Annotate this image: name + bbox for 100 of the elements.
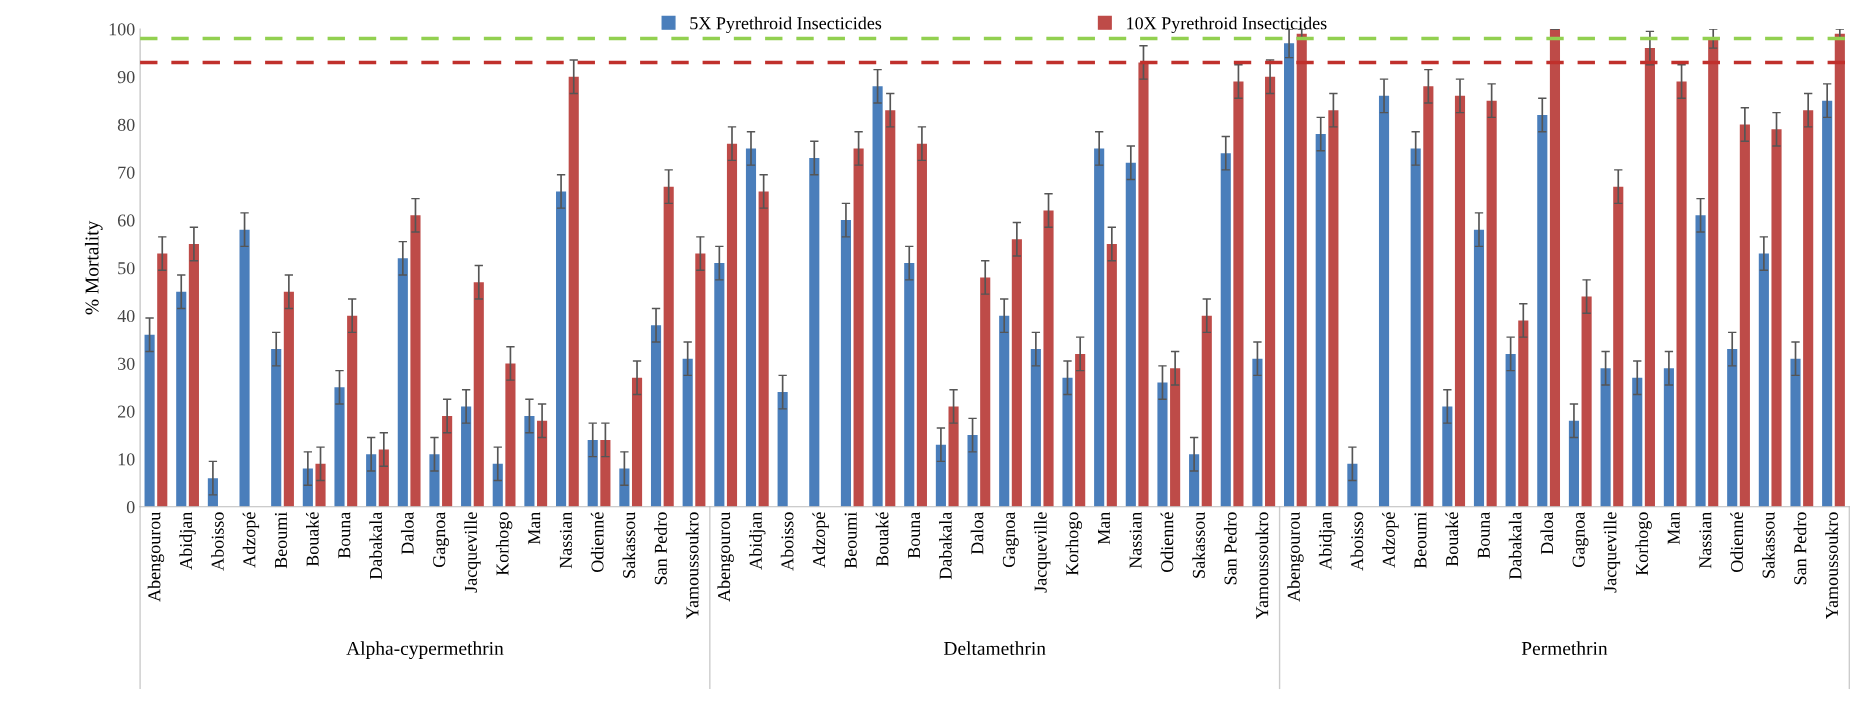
- bar: [1581, 296, 1592, 507]
- x-tick-label: Adzopé: [1382, 512, 1399, 568]
- x-tick-label: Aboisso: [780, 512, 794, 571]
- bar: [378, 449, 389, 507]
- x-tick-label: San Pedro: [1793, 512, 1807, 585]
- bar: [1632, 377, 1643, 507]
- x-tick-label: Bouna: [908, 511, 921, 559]
- x-tick-label: Gagnoa: [1002, 511, 1019, 568]
- x-tick-label: Man: [1098, 511, 1111, 545]
- bar: [1676, 81, 1687, 507]
- bar: [1518, 320, 1529, 507]
- bar: [1663, 368, 1674, 507]
- bar: [1347, 463, 1358, 507]
- bar: [1803, 110, 1814, 507]
- bar: [682, 358, 693, 507]
- x-tick-label: Daloa: [1540, 511, 1554, 555]
- bar: [1201, 315, 1212, 507]
- x-tick-label: Odienné: [1730, 512, 1744, 573]
- bar: [1695, 215, 1706, 507]
- x-tick-label: Man: [528, 511, 541, 545]
- y-tick-label: 40: [117, 309, 135, 323]
- y-tick-label: 10: [118, 453, 135, 466]
- bar: [1442, 406, 1453, 507]
- x-tick-label: Yamoussoukro: [1825, 512, 1839, 619]
- bar: [1125, 162, 1136, 507]
- bar: [663, 186, 674, 507]
- bar: [809, 157, 820, 507]
- bar: [1030, 349, 1041, 507]
- x-tick-label: Dabakala: [1508, 511, 1522, 580]
- bar: [1727, 349, 1738, 507]
- bar: [916, 143, 927, 507]
- bar: [1189, 454, 1200, 507]
- bar: [1537, 114, 1548, 507]
- y-axis-title: % Mortality: [84, 220, 103, 315]
- text: Deltamethrin: [943, 641, 1046, 656]
- bar: [745, 148, 757, 507]
- x-tick-label: Korhogo: [1065, 512, 1083, 576]
- bar: [1834, 33, 1845, 507]
- y-tick-label: 60: [117, 214, 135, 227]
- bar: [587, 439, 598, 507]
- y-tick-label: 80: [117, 118, 135, 131]
- x-tick-label: Yamoussoukro: [685, 512, 699, 619]
- x-tick-label: Korhogo: [495, 512, 513, 576]
- x-tick-label: Korhogo: [1635, 512, 1652, 576]
- x-tick-label: Bouaké: [305, 512, 319, 567]
- bar: [442, 416, 453, 507]
- bar: [948, 406, 959, 507]
- bar: [1062, 377, 1073, 507]
- x-tick-label: Bouna: [1477, 511, 1490, 559]
- x-tick-label: Daloa: [400, 511, 414, 555]
- x-tick-label: Gagnoa: [433, 511, 449, 568]
- bar: [967, 435, 978, 507]
- bar: [1410, 148, 1421, 507]
- x-tick-label: Aboisso: [211, 512, 224, 571]
- bar: [631, 377, 643, 507]
- x-tick-label: Abengourou: [147, 511, 165, 602]
- bar: [1378, 95, 1390, 507]
- x-tick-label: Jacqueville: [1034, 512, 1051, 593]
- x-tick-label: Beoumi: [274, 512, 288, 569]
- bar: [1157, 382, 1168, 507]
- bar: [1600, 368, 1611, 507]
- bar: [1220, 153, 1231, 507]
- bar: [840, 220, 852, 507]
- x-tick-label: Adzopé: [242, 512, 260, 568]
- bar: [1505, 353, 1516, 507]
- bar: [315, 463, 326, 507]
- x-tick-label: Nassian: [1699, 511, 1712, 569]
- x-tick-label: Yamoussoukro: [1255, 512, 1269, 619]
- bar: [1739, 124, 1750, 507]
- x-tick-label: Jacqueville: [464, 512, 481, 593]
- bar: [1644, 48, 1655, 507]
- y-tick-label: 100: [109, 23, 135, 36]
- x-tick-label: Nassian: [1129, 511, 1142, 569]
- x-tick-label: Daloa: [970, 511, 984, 555]
- bar: [1094, 148, 1105, 507]
- bar: [334, 387, 345, 507]
- bar: [1822, 100, 1833, 507]
- bar: [473, 282, 484, 507]
- bar: [397, 258, 408, 507]
- x-tick-label: San Pedro: [1223, 512, 1237, 585]
- text: Permethrin: [1521, 641, 1608, 656]
- y-tick-label: 90: [117, 71, 135, 84]
- bar: [556, 191, 567, 507]
- x-tick-label: Abidjan: [1318, 511, 1336, 570]
- bar: [1265, 76, 1276, 507]
- bar: [144, 334, 155, 507]
- bar: [1758, 253, 1769, 507]
- x-tick-label: San Pedro: [654, 512, 667, 585]
- bar: [1284, 43, 1295, 507]
- bar: [999, 315, 1010, 507]
- bar: [726, 143, 738, 507]
- bar: [1011, 239, 1022, 507]
- bar: [980, 277, 991, 507]
- y-tick-label: 20: [117, 405, 135, 418]
- bar: [1613, 186, 1624, 507]
- bar: [492, 463, 503, 507]
- x-tick-label: Sakassou: [1192, 511, 1205, 578]
- bar: [1790, 358, 1801, 507]
- bar: [176, 291, 187, 507]
- x-tick-label: Aboisso: [1350, 512, 1364, 571]
